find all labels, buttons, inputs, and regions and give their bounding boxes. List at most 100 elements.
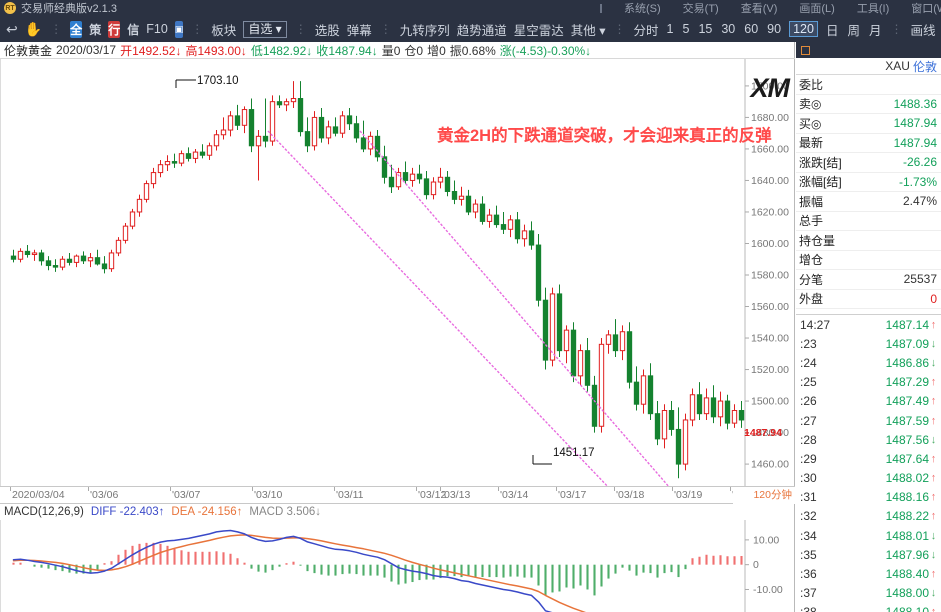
date-tick-mark	[614, 487, 615, 491]
price-pane[interactable]: 1700.00 1680.00 1660.00 1640.00 1620.00 1600.…	[0, 59, 795, 487]
tick-row[interactable]: :34 1488.01 ↓	[796, 526, 941, 545]
open-price: 开1492.52↓	[120, 43, 182, 58]
tick-row[interactable]: :24 1486.86 ↓	[796, 353, 941, 372]
ce-button[interactable]: 策	[89, 22, 102, 37]
quote-row-label: 分笔	[799, 272, 824, 287]
arrow-down-icon: ↓	[930, 587, 937, 600]
quote-row-label: 卖◎	[799, 97, 822, 112]
toolbar-divider-6: ⋮	[890, 22, 903, 36]
svg-text:10.00: 10.00	[753, 534, 779, 546]
macd-dea: DEA -24.156↑	[171, 506, 243, 518]
macd-pane[interactable]: 10.00 0 -10.00	[0, 520, 795, 612]
date-tick-mark	[730, 487, 731, 491]
arrow-down-icon: ↓	[930, 433, 937, 446]
period-1[interactable]: 1	[666, 22, 674, 36]
date-tick-label: '03/06	[90, 489, 119, 501]
svg-text:1560.00: 1560.00	[751, 301, 789, 313]
watchlist-dropdown[interactable]: 自选 ▾	[243, 20, 287, 38]
period-90[interactable]: 90	[767, 22, 782, 36]
period-120[interactable]: 120	[789, 21, 818, 37]
tick-row[interactable]: :35 1487.96 ↓	[796, 545, 941, 564]
date-axis: 2020/03/04 '03/06 '03/07 '03/10 '03/11 '03/12…	[0, 487, 795, 504]
svg-text:1640.00: 1640.00	[751, 175, 789, 187]
back-arrow-icon[interactable]: ↩	[6, 20, 18, 37]
tick-price: 1487.59	[885, 413, 929, 428]
tick-time: :23	[800, 336, 817, 351]
panel-restore-icon[interactable]	[801, 45, 810, 55]
tick-row[interactable]: :30 1488.02 ↑	[796, 469, 941, 488]
arrow-up-icon: ↑	[930, 414, 937, 427]
quote-row: 买◎ 1487.94	[796, 114, 941, 134]
tick-row[interactable]: :28 1487.56 ↓	[796, 430, 941, 449]
tick-time: :24	[800, 355, 817, 370]
low-price: 低1482.92↓	[250, 43, 313, 58]
drawline-button[interactable]: 画线	[910, 23, 936, 38]
tick-row[interactable]: :38 1488.10↑	[796, 603, 941, 612]
tick-row[interactable]: :29 1487.64 ↑	[796, 449, 941, 468]
radar-button[interactable]: 星空雷达	[513, 23, 564, 38]
hand-pointer-icon[interactable]: ✋	[24, 20, 43, 37]
arrow-up-icon: ↑	[930, 452, 937, 465]
quote-row-value: 1488.36	[893, 96, 937, 111]
quote-row-label: 增仓	[799, 253, 824, 268]
quote-row-value: 2.47%	[902, 194, 937, 209]
tick-row[interactable]: :23 1487.09 ↓	[796, 334, 941, 353]
date-tick-mark	[10, 487, 11, 491]
other-dropdown[interactable]: 其他 ▾	[570, 23, 606, 38]
period-60[interactable]: 60	[744, 22, 759, 36]
date-tick-mark	[672, 487, 673, 491]
tick-row[interactable]: :26 1487.49 ↑	[796, 392, 941, 411]
tick-row[interactable]: :31 1488.16 ↑	[796, 488, 941, 507]
svg-text:1660.00: 1660.00	[751, 143, 789, 155]
tick-price: 1487.96	[885, 547, 929, 562]
quote-row-label: 持仓量	[799, 233, 836, 248]
tick-row[interactable]: :36 1488.40 ↑	[796, 564, 941, 583]
tick-row[interactable]: :32 1488.22 ↑	[796, 507, 941, 526]
quote-panel-titlebar	[796, 42, 941, 58]
danmu-button[interactable]: 弹幕	[346, 23, 372, 38]
svg-text:1680.00: 1680.00	[751, 112, 789, 124]
period-week[interactable]: 周	[847, 23, 860, 38]
quote-row-value: 0	[930, 291, 937, 306]
xin-button[interactable]: 信	[127, 22, 140, 37]
trendchannel-button[interactable]: 趋势通道	[456, 23, 507, 38]
tick-row[interactable]: :25 1487.29 ↑	[796, 373, 941, 392]
f10-button[interactable]: F10	[146, 22, 168, 36]
period-30[interactable]: 30	[721, 22, 736, 36]
quan-button[interactable]: 全	[70, 20, 83, 38]
quote-row: 外盘 0	[796, 290, 941, 309]
tick-row[interactable]: :37 1488.00 ↓	[796, 584, 941, 603]
tick-time: 14:27	[800, 317, 831, 332]
fenshi-button[interactable]: 分时	[633, 23, 659, 38]
chart-area[interactable]: 伦敦黄金 2020/03/17 开1492.52↓ 高1493.00↓ 低148…	[0, 42, 795, 612]
period-month[interactable]: 月	[868, 23, 882, 38]
quote-row-value: 1487.94	[893, 116, 937, 131]
hang-button[interactable]: 行	[108, 20, 121, 38]
block-label[interactable]: 板块	[211, 23, 237, 38]
period-5[interactable]: 5	[682, 22, 690, 36]
position-value: 仓0	[404, 43, 424, 58]
date-tick-mark	[334, 487, 335, 491]
tick-time: :30	[800, 471, 817, 486]
tick-row[interactable]: :27 1487.59 ↑	[796, 411, 941, 430]
stockpick-button[interactable]: 选股	[314, 23, 340, 38]
arrow-up-icon: ↑	[930, 568, 937, 581]
svg-text:1520.00: 1520.00	[751, 364, 789, 376]
tick-row[interactable]: 14:27 1487.14 ↑	[796, 315, 941, 334]
layout-icon[interactable]: ▣	[174, 20, 184, 38]
date-tick-mark	[440, 487, 441, 491]
tick-price: 1488.16	[885, 490, 929, 505]
period-15[interactable]: 15	[698, 22, 713, 36]
tick-price: 1488.01	[885, 528, 929, 543]
symbol-code: XAU	[885, 59, 910, 73]
date-tick-label: '03/12	[418, 489, 447, 501]
period-day[interactable]: 日	[825, 23, 839, 38]
tick-price: 1487.56	[885, 432, 929, 447]
macd-title: MACD(12,26,9)	[4, 506, 84, 518]
jiuzhuan-button[interactable]: 九转序列	[399, 23, 450, 38]
date-tick-mark	[252, 487, 253, 491]
tick-list[interactable]: 14:27 1487.14 ↑:23 1487.09 ↓:24 1486.86 ↓:25 14…	[796, 315, 941, 612]
date-tick-label: '03/14	[500, 489, 529, 501]
svg-text:1700.00: 1700.00	[751, 80, 789, 92]
